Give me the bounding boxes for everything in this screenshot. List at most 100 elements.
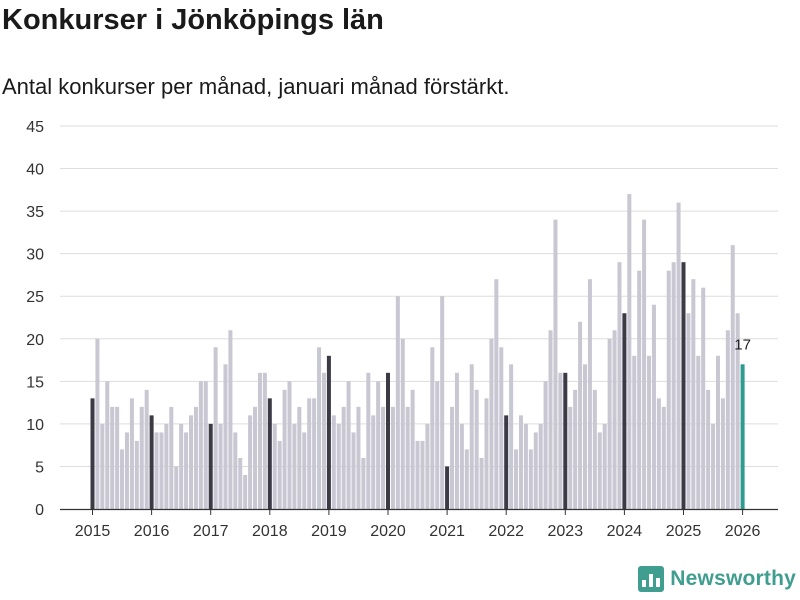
bar bbox=[543, 381, 548, 509]
bar bbox=[282, 389, 287, 509]
bar bbox=[420, 440, 425, 509]
bar bbox=[494, 279, 499, 509]
bar bbox=[257, 372, 262, 509]
bar bbox=[607, 338, 612, 509]
bar bbox=[233, 432, 238, 509]
x-tick-label: 2018 bbox=[252, 523, 288, 540]
bar bbox=[189, 415, 193, 509]
bar bbox=[198, 381, 203, 509]
bar bbox=[548, 330, 553, 509]
bar bbox=[735, 313, 740, 509]
bar bbox=[218, 423, 223, 509]
bar bbox=[272, 423, 277, 509]
bar bbox=[390, 406, 395, 509]
y-tick-label: 5 bbox=[35, 459, 44, 476]
bar bbox=[440, 296, 445, 509]
bar bbox=[445, 466, 450, 509]
bar bbox=[430, 347, 435, 509]
bar bbox=[331, 415, 336, 509]
bar bbox=[647, 355, 652, 509]
bar bbox=[489, 338, 494, 509]
bar bbox=[711, 423, 716, 509]
bar bbox=[361, 457, 366, 509]
bar bbox=[351, 432, 356, 509]
bar bbox=[124, 432, 129, 509]
bar bbox=[317, 347, 322, 509]
x-tick-label: 2020 bbox=[370, 523, 406, 540]
brand-name: Newsworthy bbox=[670, 567, 796, 590]
bar bbox=[110, 406, 115, 509]
bar bbox=[533, 432, 538, 509]
y-tick-label: 20 bbox=[26, 332, 44, 349]
bar bbox=[454, 372, 459, 509]
bar bbox=[100, 423, 105, 509]
bar bbox=[356, 406, 361, 509]
bar bbox=[203, 381, 208, 509]
y-tick-label: 35 bbox=[26, 204, 44, 221]
x-tick-label: 2026 bbox=[725, 523, 761, 540]
newsworthy-logo-icon bbox=[638, 566, 665, 592]
bar bbox=[297, 406, 302, 509]
bar bbox=[193, 406, 198, 509]
bar bbox=[366, 372, 371, 509]
bar bbox=[95, 338, 100, 509]
bar bbox=[415, 440, 420, 509]
bar bbox=[553, 219, 558, 509]
bar bbox=[474, 389, 479, 509]
bar bbox=[267, 398, 272, 509]
bar bbox=[400, 338, 405, 509]
chart-subtitle: Antal konkurser per månad, januari månad… bbox=[2, 74, 510, 99]
y-tick-label: 25 bbox=[26, 289, 44, 306]
bar bbox=[208, 423, 213, 509]
y-tick-label: 40 bbox=[26, 162, 44, 179]
bar bbox=[514, 449, 519, 509]
bar bbox=[587, 279, 592, 509]
bar bbox=[528, 449, 533, 509]
bar bbox=[671, 262, 676, 509]
bar bbox=[223, 364, 228, 509]
bar bbox=[568, 406, 573, 509]
bar bbox=[632, 355, 637, 509]
bar bbox=[681, 262, 686, 509]
bar bbox=[637, 270, 642, 509]
bar bbox=[144, 389, 149, 509]
bar bbox=[725, 330, 730, 509]
chart-title: Konkurser i Jönköpings län bbox=[2, 4, 384, 36]
bar bbox=[518, 415, 523, 509]
bar bbox=[612, 330, 617, 509]
bar bbox=[583, 364, 587, 509]
bar bbox=[592, 389, 597, 509]
bar bbox=[578, 321, 583, 509]
bar bbox=[341, 406, 346, 509]
bar bbox=[321, 372, 326, 509]
y-tick-label: 10 bbox=[26, 417, 44, 434]
bar bbox=[228, 330, 233, 509]
bar bbox=[676, 202, 681, 509]
bar bbox=[523, 423, 528, 509]
bar bbox=[105, 381, 110, 509]
bar bbox=[701, 287, 706, 509]
bar bbox=[484, 398, 489, 509]
bar bbox=[642, 219, 647, 509]
bar bbox=[376, 381, 381, 509]
bar bbox=[661, 406, 666, 509]
bar bbox=[326, 355, 331, 509]
bar bbox=[277, 440, 282, 509]
bar bbox=[740, 364, 745, 509]
bar bbox=[666, 270, 671, 509]
bar bbox=[248, 415, 253, 509]
newsworthy-brand: Newsworthy bbox=[638, 566, 796, 592]
bar bbox=[686, 313, 691, 509]
x-tick-label: 2015 bbox=[75, 523, 111, 540]
bar bbox=[395, 296, 400, 509]
bar bbox=[715, 355, 720, 509]
bar bbox=[139, 406, 144, 509]
x-tick-label: 2019 bbox=[311, 523, 347, 540]
bar bbox=[149, 415, 154, 509]
bar bbox=[617, 262, 622, 509]
bar bbox=[154, 432, 159, 509]
bar bbox=[597, 432, 602, 509]
bar bbox=[90, 398, 95, 509]
bar bbox=[469, 364, 474, 509]
